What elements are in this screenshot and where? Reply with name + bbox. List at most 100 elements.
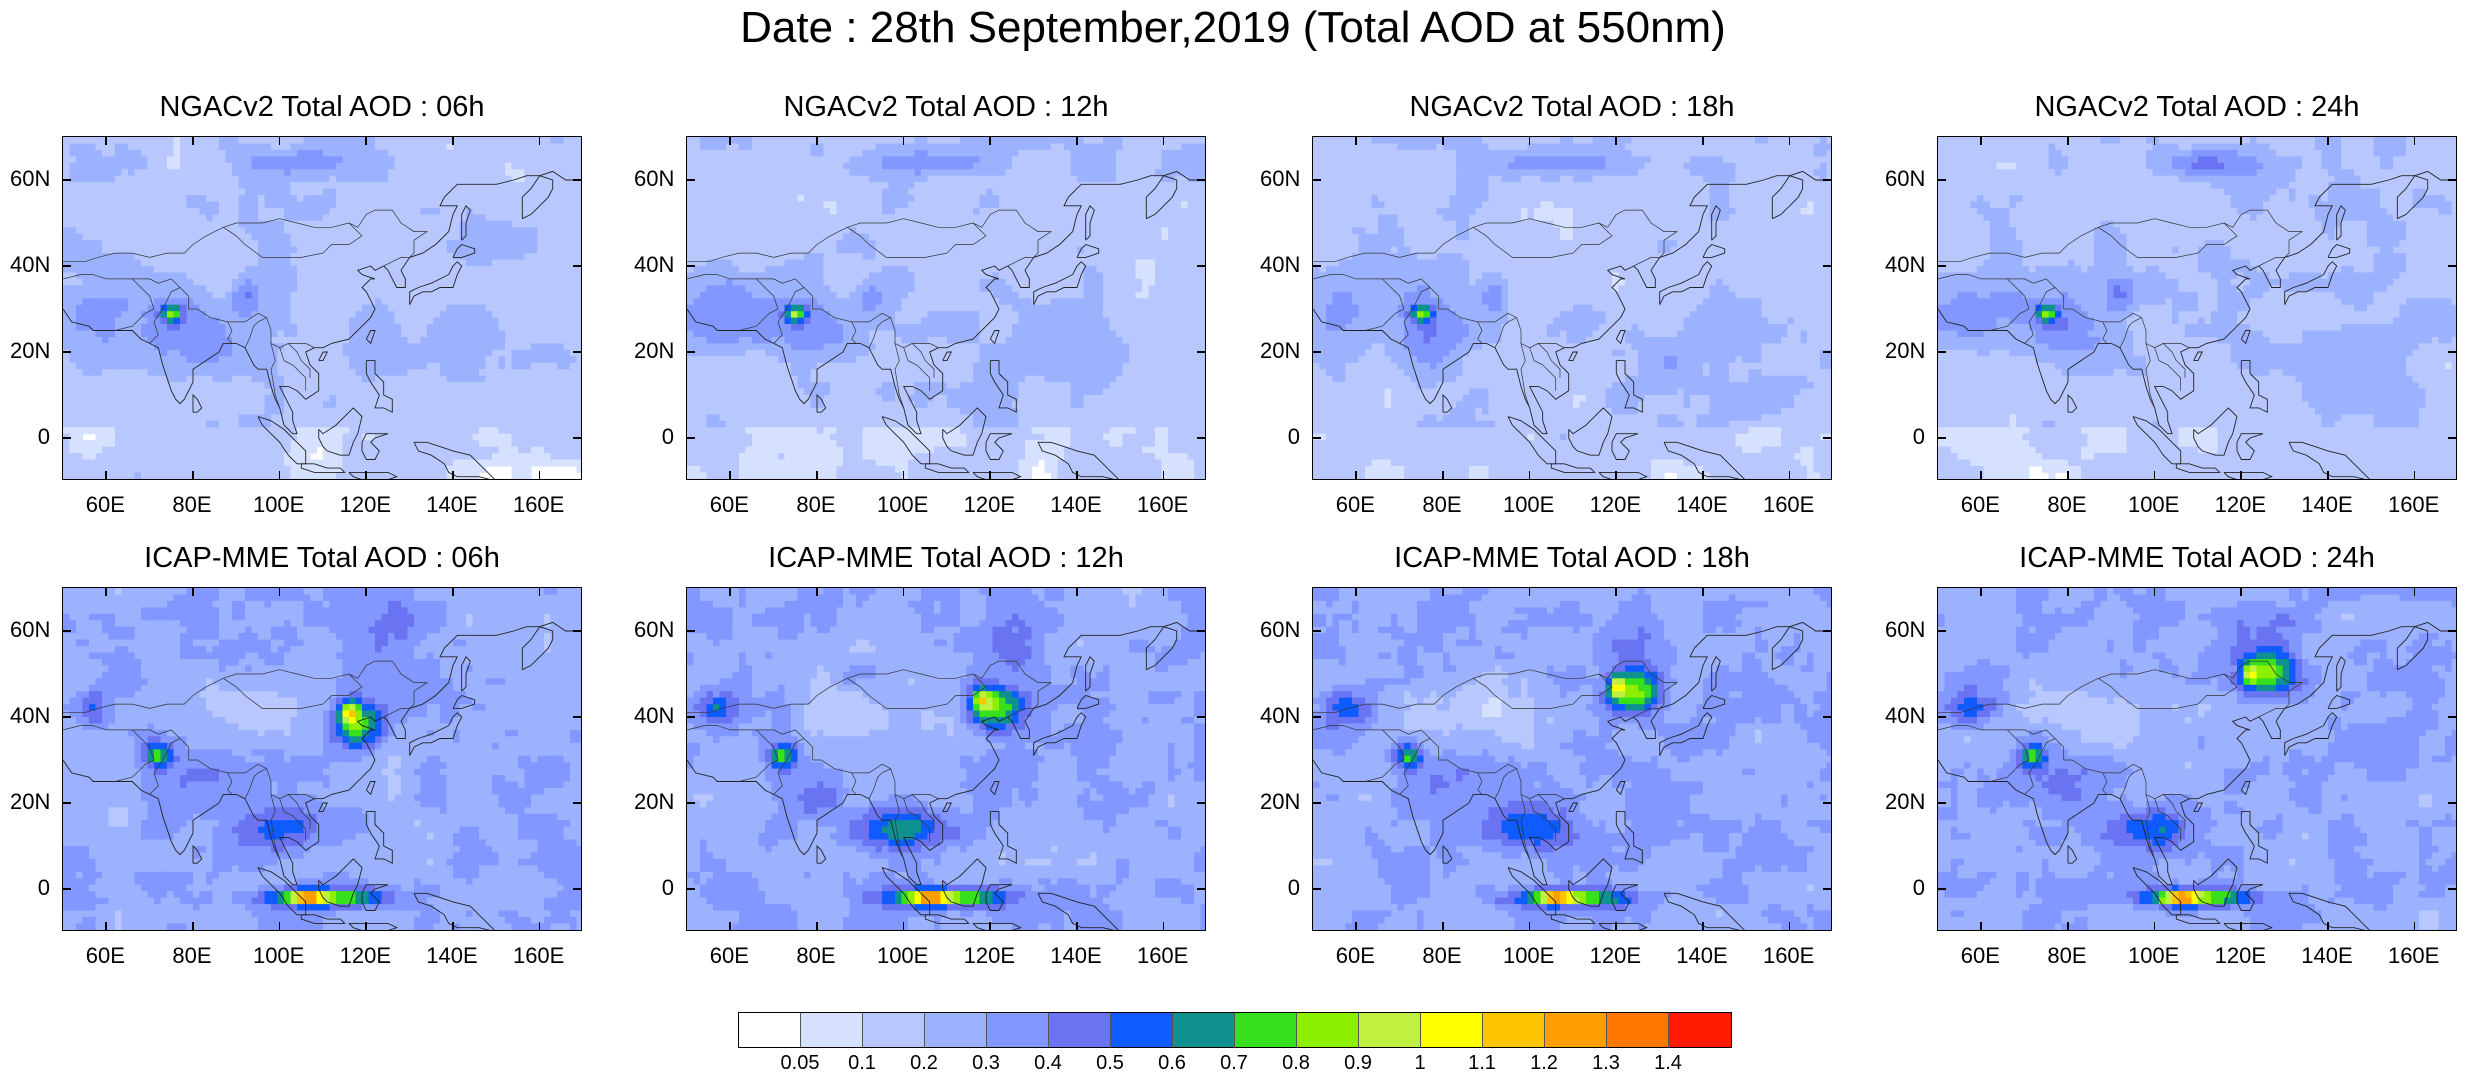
lat-tick (2448, 802, 2457, 804)
lat-tick (1312, 630, 1321, 632)
lat-tick (1823, 630, 1832, 632)
aod-field-map (687, 137, 1206, 480)
lon-tick-label: 80E (781, 945, 851, 967)
lon-tick (903, 136, 905, 145)
lat-tick (1937, 437, 1946, 439)
lat-tick (1937, 888, 1946, 890)
lon-tick-label: 120E (1580, 494, 1650, 516)
lat-tick (2448, 888, 2457, 890)
lat-tick (62, 179, 71, 181)
lat-tick (1197, 179, 1206, 181)
lon-tick (729, 922, 731, 931)
panel-title: ICAP-MME Total AOD : 24h (1937, 541, 2457, 575)
lat-tick-label: 60N (1260, 168, 1300, 190)
lon-tick (1529, 471, 1531, 480)
lon-tick (1789, 587, 1791, 596)
panel-title: NGACv2 Total AOD : 06h (62, 90, 582, 124)
lon-tick (2240, 587, 2242, 596)
aod-grid-cells (63, 588, 582, 931)
colorbar-swatch (1359, 1013, 1421, 1047)
lon-tick (1980, 587, 1982, 596)
lon-tick (989, 136, 991, 145)
lat-tick (686, 802, 695, 804)
lon-tick (1789, 136, 1791, 145)
colorbar-swatch (1111, 1013, 1173, 1047)
lon-tick-label: 120E (2205, 494, 2275, 516)
panel-title: ICAP-MME Total AOD : 18h (1312, 541, 1832, 575)
lat-tick (2448, 630, 2457, 632)
lon-tick-label: 80E (781, 494, 851, 516)
lon-tick (1355, 922, 1357, 931)
map-panel (686, 136, 1206, 480)
map-panel (1312, 587, 1832, 931)
lon-tick-label: 60E (1320, 945, 1390, 967)
lon-tick (1529, 922, 1531, 931)
lon-tick (1442, 136, 1444, 145)
colorbar-swatch (863, 1013, 925, 1047)
lon-tick-label: 160E (504, 494, 574, 516)
lat-tick (1937, 179, 1946, 181)
lat-tick (62, 888, 71, 890)
lon-tick-label: 160E (1128, 494, 1198, 516)
lat-tick (62, 802, 71, 804)
lat-tick-label: 20N (634, 791, 674, 813)
lon-tick-label: 60E (70, 945, 140, 967)
lon-tick (903, 587, 905, 596)
lon-tick-label: 80E (1407, 494, 1477, 516)
lon-tick (729, 587, 731, 596)
lon-tick-label: 160E (2379, 494, 2449, 516)
lat-tick (2448, 437, 2457, 439)
map-panel (1312, 136, 1832, 480)
lon-tick (903, 922, 905, 931)
lat-tick-label: 0 (1885, 426, 1925, 448)
colorbar-swatch (739, 1013, 801, 1047)
lat-tick-label: 60N (634, 619, 674, 641)
lon-tick (539, 922, 541, 931)
lon-tick (1702, 471, 1704, 480)
lon-tick (1076, 136, 1078, 145)
lon-tick (452, 922, 454, 931)
lat-tick (1312, 888, 1321, 890)
lon-tick-label: 80E (157, 494, 227, 516)
lat-tick-label: 0 (634, 426, 674, 448)
lon-tick (816, 136, 818, 145)
lon-tick (1702, 922, 1704, 931)
lat-tick-label: 20N (1885, 340, 1925, 362)
lat-tick-label: 0 (634, 877, 674, 899)
lon-tick (2240, 136, 2242, 145)
lon-tick (365, 136, 367, 145)
lon-tick-label: 60E (1945, 945, 2015, 967)
lon-tick (2240, 922, 2242, 931)
lon-tick (989, 471, 991, 480)
aod-grid-cells (63, 137, 582, 480)
lat-tick-label: 60N (634, 168, 674, 190)
lat-tick (1312, 802, 1321, 804)
lon-tick (105, 587, 107, 596)
lat-tick (1312, 179, 1321, 181)
lon-tick (1789, 471, 1791, 480)
lat-tick-label: 40N (1260, 705, 1300, 727)
lon-tick (989, 922, 991, 931)
lat-tick-label: 60N (1885, 619, 1925, 641)
lon-tick-label: 100E (244, 494, 314, 516)
lon-tick (903, 471, 905, 480)
lat-tick (1937, 716, 1946, 718)
lon-tick-label: 80E (1407, 945, 1477, 967)
lat-tick (1937, 265, 1946, 267)
lon-tick (2414, 587, 2416, 596)
lat-tick (1312, 437, 1321, 439)
lon-tick (2327, 136, 2329, 145)
aod-grid-cells (687, 137, 1206, 480)
lon-tick-label: 80E (2032, 494, 2102, 516)
lon-tick (2067, 136, 2069, 145)
lon-tick (816, 471, 818, 480)
lon-tick (1355, 136, 1357, 145)
lat-tick-label: 0 (10, 877, 50, 899)
lon-tick-label: 160E (504, 945, 574, 967)
lat-tick-label: 40N (1885, 254, 1925, 276)
lon-tick (2067, 922, 2069, 931)
lon-tick-label: 140E (2292, 494, 2362, 516)
aod-field-map (63, 588, 582, 931)
lon-tick-label: 60E (694, 494, 764, 516)
colorbar-swatch (987, 1013, 1049, 1047)
